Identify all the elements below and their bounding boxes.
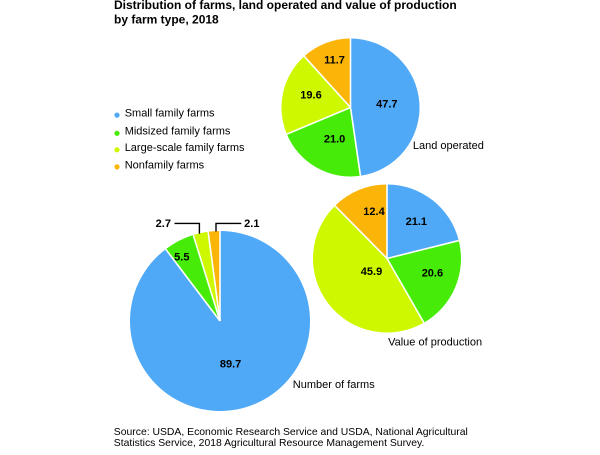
- svg-text:Distribution of farms, land op: Distribution of farms, land operated and…: [114, 0, 457, 12]
- svg-text:Small family farms: Small family farms: [125, 108, 215, 120]
- svg-text:2.1: 2.1: [244, 218, 259, 230]
- svg-text:Large-scale family farms: Large-scale family farms: [125, 142, 245, 154]
- svg-text:21.0: 21.0: [324, 134, 345, 146]
- svg-text:Source: USDA, Economic Researc: Source: USDA, Economic Research Service …: [114, 427, 468, 438]
- svg-text:89.7: 89.7: [220, 359, 241, 371]
- svg-text:Land operated: Land operated: [413, 140, 484, 152]
- svg-text:Value of production: Value of production: [388, 337, 482, 349]
- svg-text:Number of farms: Number of farms: [293, 379, 375, 391]
- svg-text:Midsized family farms: Midsized family farms: [125, 126, 231, 138]
- svg-text:11.7: 11.7: [324, 54, 345, 66]
- svg-text:12.4: 12.4: [363, 206, 385, 218]
- svg-text:Nonfamily farms: Nonfamily farms: [125, 159, 205, 171]
- svg-text:20.6: 20.6: [422, 268, 443, 280]
- svg-text:19.6: 19.6: [300, 89, 321, 101]
- svg-text:5.5: 5.5: [174, 252, 189, 264]
- svg-text:45.9: 45.9: [361, 266, 382, 278]
- svg-text:Statistics Service, 2018 Agric: Statistics Service, 2018 Agricultural Re…: [114, 438, 425, 449]
- svg-text:by farm type, 2018: by farm type, 2018: [114, 12, 219, 26]
- svg-text:47.7: 47.7: [376, 99, 397, 111]
- svg-text:2.7: 2.7: [156, 218, 171, 230]
- svg-text:21.1: 21.1: [406, 216, 427, 228]
